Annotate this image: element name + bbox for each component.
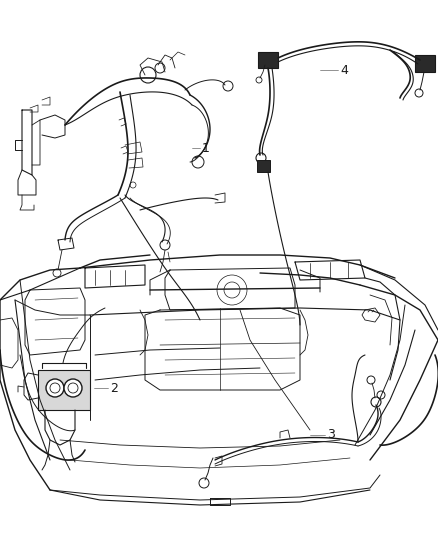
Bar bbox=[415, 55, 435, 72]
Text: 2: 2 bbox=[110, 382, 118, 394]
Text: 4: 4 bbox=[340, 63, 348, 77]
Bar bbox=[258, 52, 278, 68]
Bar bbox=[38, 370, 90, 410]
Text: 1: 1 bbox=[202, 141, 210, 155]
Bar bbox=[257, 160, 270, 172]
Text: 3: 3 bbox=[327, 429, 335, 441]
Circle shape bbox=[46, 379, 64, 397]
Circle shape bbox=[64, 379, 82, 397]
